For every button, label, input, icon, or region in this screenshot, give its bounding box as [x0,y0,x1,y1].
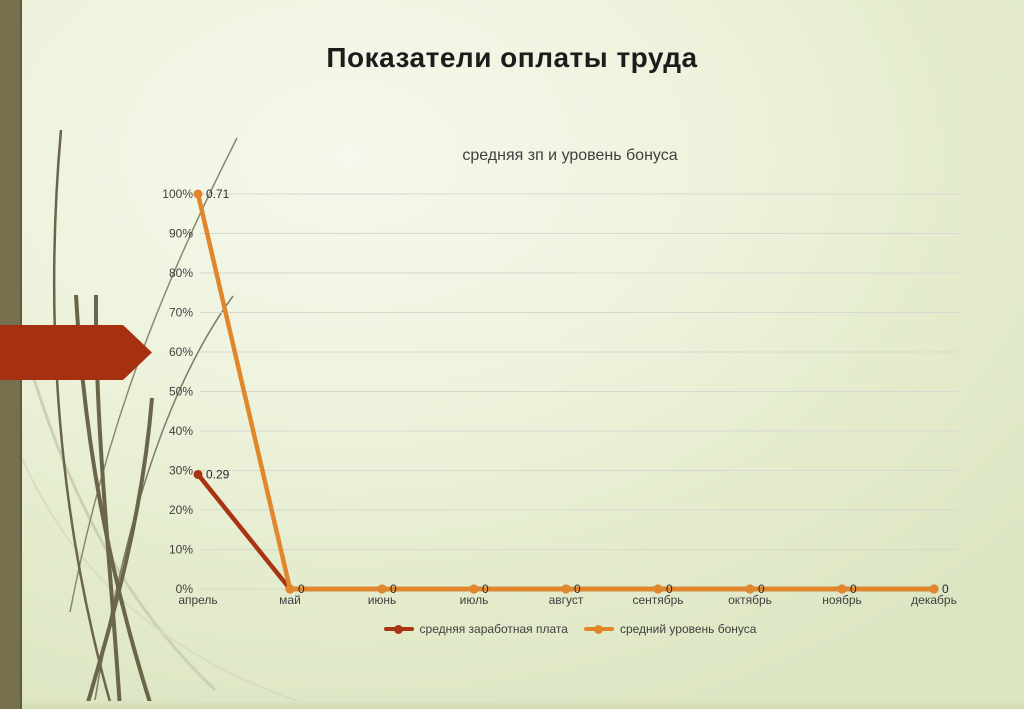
x-axis-label: май [279,593,301,607]
data-point-label: 0 [482,582,489,596]
data-point-marker [561,584,571,594]
y-axis-tick-label: 80% [169,266,193,280]
grass-blade-thin [94,295,234,701]
legend-item-salary: средняя заработная плата [383,622,568,636]
grass-blade-light [18,329,217,692]
slide-title: Показатели оплаты труда [326,42,698,73]
data-point-label: 0 [758,582,765,596]
y-axis-tick-label: 20% [169,503,193,517]
right-arrow-icon [0,325,152,380]
x-axis-label: сентябрь [632,593,683,607]
y-axis-tick-label: 60% [169,345,193,359]
x-axis-label: апрель [178,593,217,607]
chart-title: средняя зп и уровень бонуса [462,147,678,164]
data-point-label: 0 [942,582,949,596]
data-point-label: 0 [298,582,305,596]
data-point-label: 0 [666,582,673,596]
y-axis-tick-label: 40% [169,424,193,438]
y-axis-tick-label: 50% [169,385,193,399]
y-axis-tick-label: 30% [169,464,193,478]
data-point-marker [469,584,479,594]
data-point-marker [561,584,571,594]
x-axis-label: июнь [368,593,397,607]
grass-blade-dark [52,129,114,709]
grass-blade-dark [93,294,122,709]
data-point-label: 0 [390,582,397,596]
legend-label-salary: средняя заработная плата [419,622,568,636]
left-accent-bar [0,0,22,709]
data-point-marker [653,584,663,594]
data-point-marker [837,584,847,594]
y-axis-tick-label: 70% [169,306,193,320]
data-point-label: 0.29 [206,467,230,481]
data-point-marker [193,469,203,479]
data-point-marker [837,584,847,594]
y-axis-tick-label: 100% [162,187,193,201]
legend-item-bonus: средний уровень бонуса [583,622,757,636]
data-point-marker [285,584,295,594]
y-axis-tick-label: 0% [176,582,194,596]
data-point-label: 0.71 [206,187,230,201]
data-point-marker [377,584,387,594]
grass-blade-thin [69,137,238,613]
x-axis-label: декабрь [911,593,957,607]
x-axis-label: ноябрь [822,593,862,607]
data-point-marker [653,584,663,594]
series-line-0 [195,472,937,592]
data-point-marker [377,584,387,594]
grass-blade-dark [74,294,154,709]
y-axis-tick-label: 90% [169,227,193,241]
chart-legend: средняя заработная плата средний уровень… [160,622,980,636]
legend-line-marker-salary [383,624,414,634]
data-point-label: 0 [574,582,581,596]
data-point-marker [929,584,939,594]
data-point-marker [469,584,479,594]
data-point-marker [193,189,203,199]
x-axis-label: август [549,593,584,607]
data-point-marker [745,584,755,594]
series-line-1 [195,191,937,592]
legend-label-bonus: средний уровень бонуса [619,622,757,636]
bottom-accent-strip [0,701,1024,709]
data-point-marker [929,584,939,594]
data-point-marker [745,584,755,594]
x-axis-label: октябрь [728,593,772,607]
data-point-marker [285,584,295,594]
legend-line-marker-bonus [583,624,614,634]
x-axis-label: июль [460,593,489,607]
grass-blade-light [9,429,301,703]
grass-blade-dark [84,397,154,709]
data-point-label: 0 [850,582,857,596]
y-axis-tick-label: 10% [169,543,193,557]
